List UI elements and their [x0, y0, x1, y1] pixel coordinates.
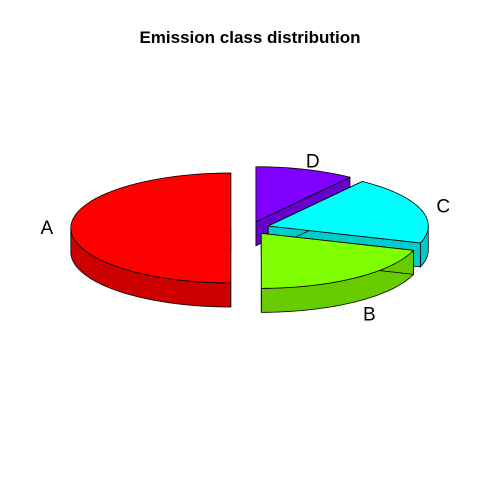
pie-slice-B	[260, 232, 415, 313]
slice-label-B: B	[363, 305, 376, 326]
slice-label-A: A	[40, 218, 53, 239]
slice-label-C: C	[436, 196, 450, 217]
pie-slice-top	[260, 232, 415, 289]
pie-slice-top	[255, 166, 352, 223]
chart-title: Emission class distribution	[139, 28, 361, 47]
pie-slice-top	[70, 172, 232, 284]
pie-slice-A	[70, 172, 232, 308]
pie-slice-top	[266, 181, 429, 244]
slice-label-D: D	[306, 152, 320, 173]
